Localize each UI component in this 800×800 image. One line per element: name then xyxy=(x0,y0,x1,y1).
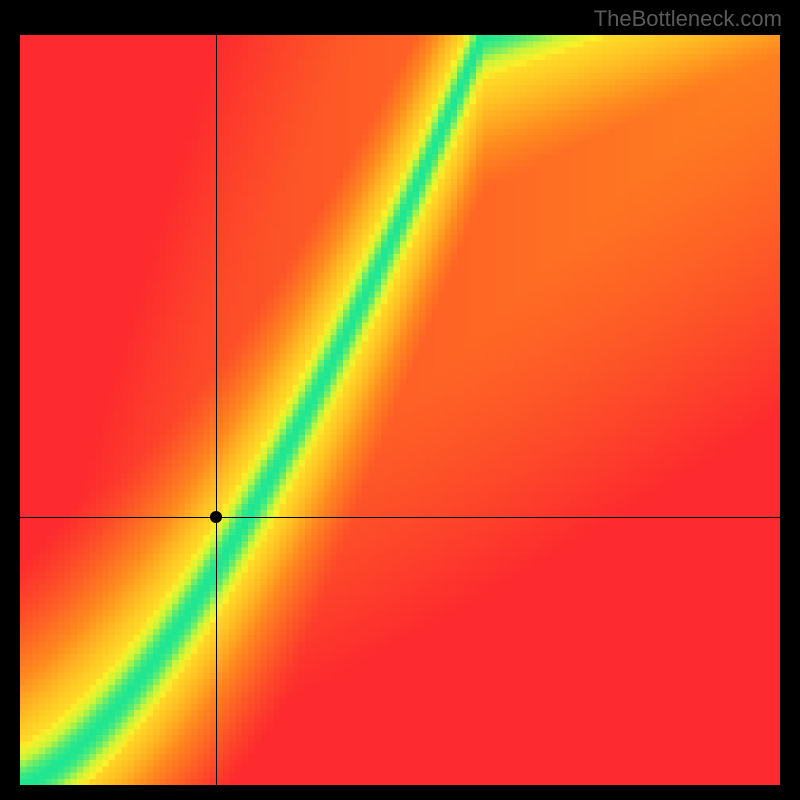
crosshair-vertical xyxy=(216,35,217,785)
heatmap-canvas xyxy=(20,35,780,785)
heatmap-plot xyxy=(20,35,780,785)
watermark-text: TheBottleneck.com xyxy=(594,6,782,32)
crosshair-horizontal xyxy=(20,517,780,518)
data-point-marker xyxy=(210,511,222,523)
